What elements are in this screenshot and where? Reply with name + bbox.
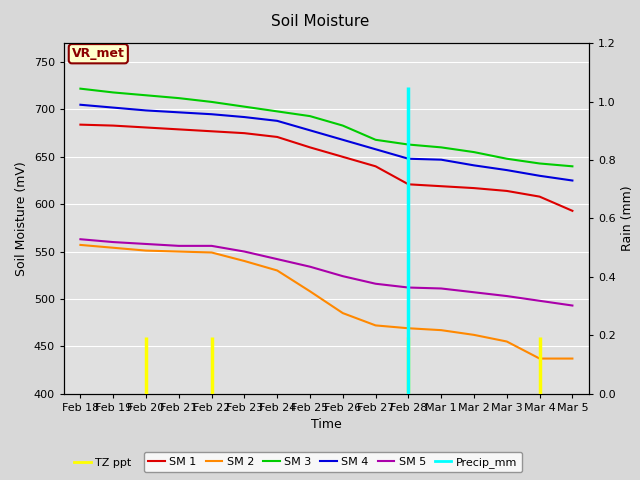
SM 3 <box>109 90 117 96</box>
SM 1 <box>372 163 380 169</box>
SM 2 <box>372 323 380 328</box>
SM 5 <box>437 286 445 291</box>
SM 1 <box>175 127 182 132</box>
Line: SM 4: SM 4 <box>81 105 572 180</box>
SM 2 <box>470 332 478 338</box>
SM 4 <box>437 157 445 163</box>
SM 4 <box>109 105 117 110</box>
SM 2 <box>503 338 511 344</box>
SM 5 <box>503 293 511 299</box>
SM 3 <box>437 144 445 150</box>
SM 4 <box>372 146 380 152</box>
SM 3 <box>306 113 314 119</box>
SM 3 <box>175 95 182 101</box>
SM 5 <box>175 243 182 249</box>
SM 3 <box>536 161 543 167</box>
SM 1 <box>470 185 478 191</box>
SM 3 <box>339 123 347 129</box>
SM 3 <box>372 137 380 143</box>
SM 1 <box>77 122 84 128</box>
SM 2 <box>208 250 216 255</box>
Text: VR_met: VR_met <box>72 47 125 60</box>
SM 4 <box>339 137 347 143</box>
SM 1 <box>109 123 117 129</box>
SM 3 <box>208 99 216 105</box>
SM 3 <box>77 86 84 92</box>
Legend: SM 1, SM 2, SM 3, SM 4, SM 5, Precip_mm: SM 1, SM 2, SM 3, SM 4, SM 5, Precip_mm <box>144 452 522 472</box>
SM 1 <box>568 208 576 214</box>
SM 3 <box>404 142 412 147</box>
SM 2 <box>339 310 347 316</box>
SM 4 <box>241 114 248 120</box>
SM 1 <box>503 188 511 194</box>
SM 2 <box>175 249 182 254</box>
SM 2 <box>437 327 445 333</box>
Line: SM 1: SM 1 <box>81 125 572 211</box>
SM 1 <box>208 128 216 134</box>
X-axis label: Time: Time <box>311 418 342 431</box>
SM 2 <box>109 245 117 251</box>
SM 5 <box>470 289 478 295</box>
SM 3 <box>273 108 281 114</box>
Legend: TZ ppt: TZ ppt <box>70 453 136 472</box>
SM 2 <box>536 356 543 361</box>
SM 4 <box>175 109 182 115</box>
SM 4 <box>306 128 314 133</box>
SM 5 <box>77 236 84 242</box>
SM 4 <box>404 156 412 162</box>
SM 5 <box>273 256 281 262</box>
SM 1 <box>273 134 281 140</box>
SM 2 <box>306 288 314 294</box>
SM 1 <box>536 194 543 200</box>
SM 1 <box>339 154 347 160</box>
SM 3 <box>503 156 511 162</box>
SM 2 <box>142 248 150 253</box>
SM 2 <box>568 356 576 361</box>
SM 5 <box>208 243 216 249</box>
SM 5 <box>372 281 380 287</box>
SM 3 <box>470 149 478 155</box>
Line: SM 3: SM 3 <box>81 89 572 166</box>
SM 2 <box>241 258 248 264</box>
SM 4 <box>273 118 281 124</box>
SM 5 <box>241 249 248 254</box>
SM 5 <box>109 239 117 245</box>
SM 5 <box>339 273 347 279</box>
SM 5 <box>536 298 543 304</box>
SM 3 <box>568 163 576 169</box>
SM 5 <box>568 303 576 309</box>
SM 2 <box>273 268 281 274</box>
Line: SM 5: SM 5 <box>81 239 572 306</box>
SM 4 <box>536 173 543 179</box>
Line: SM 2: SM 2 <box>81 245 572 359</box>
SM 3 <box>241 104 248 109</box>
Y-axis label: Rain (mm): Rain (mm) <box>621 186 634 251</box>
SM 5 <box>142 241 150 247</box>
SM 1 <box>404 181 412 187</box>
Y-axis label: Soil Moisture (mV): Soil Moisture (mV) <box>15 161 28 276</box>
SM 5 <box>306 264 314 270</box>
SM 1 <box>241 130 248 136</box>
SM 4 <box>142 108 150 113</box>
Text: Soil Moisture: Soil Moisture <box>271 14 369 29</box>
SM 4 <box>470 163 478 168</box>
SM 2 <box>77 242 84 248</box>
SM 4 <box>503 167 511 173</box>
SM 1 <box>142 125 150 131</box>
SM 5 <box>404 285 412 290</box>
SM 4 <box>208 111 216 117</box>
SM 4 <box>77 102 84 108</box>
SM 1 <box>437 183 445 189</box>
SM 2 <box>404 325 412 331</box>
SM 3 <box>142 93 150 98</box>
SM 4 <box>568 178 576 183</box>
SM 1 <box>306 144 314 150</box>
